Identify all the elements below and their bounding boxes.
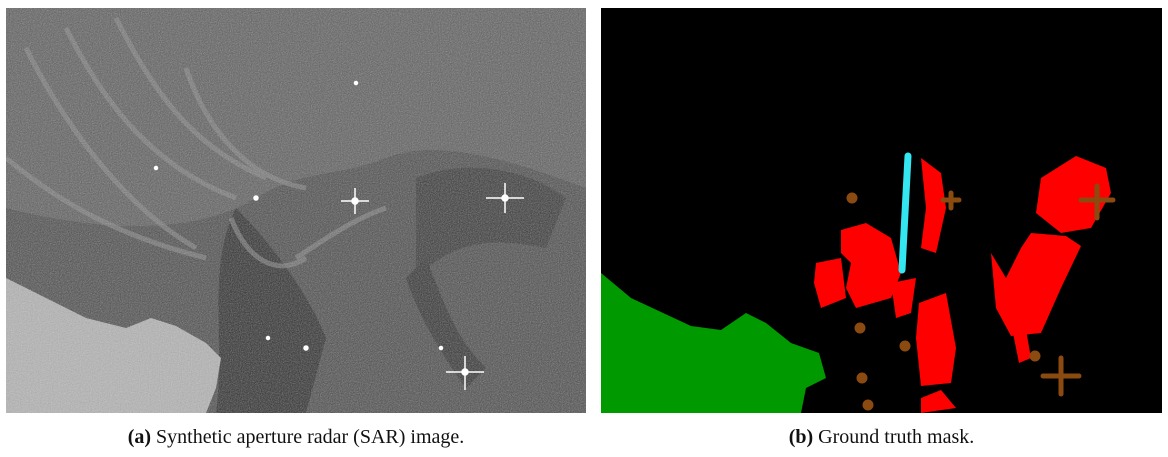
panel-label: (a) (128, 426, 151, 448)
figure: {"figure": {"panels": [ {"label": "(a)",… (0, 0, 1168, 457)
panel-label: (b) (789, 426, 813, 448)
caption-text: Ground truth mask. (818, 426, 974, 448)
figure-images (0, 0, 1168, 420)
caption-text: Synthetic aperture radar (SAR) image. (156, 426, 464, 448)
mask-image (601, 8, 1162, 413)
sar-image (6, 8, 586, 413)
caption: (b) Ground truth mask. (601, 426, 1162, 449)
caption: (a) Synthetic aperture radar (SAR) image… (6, 426, 586, 449)
